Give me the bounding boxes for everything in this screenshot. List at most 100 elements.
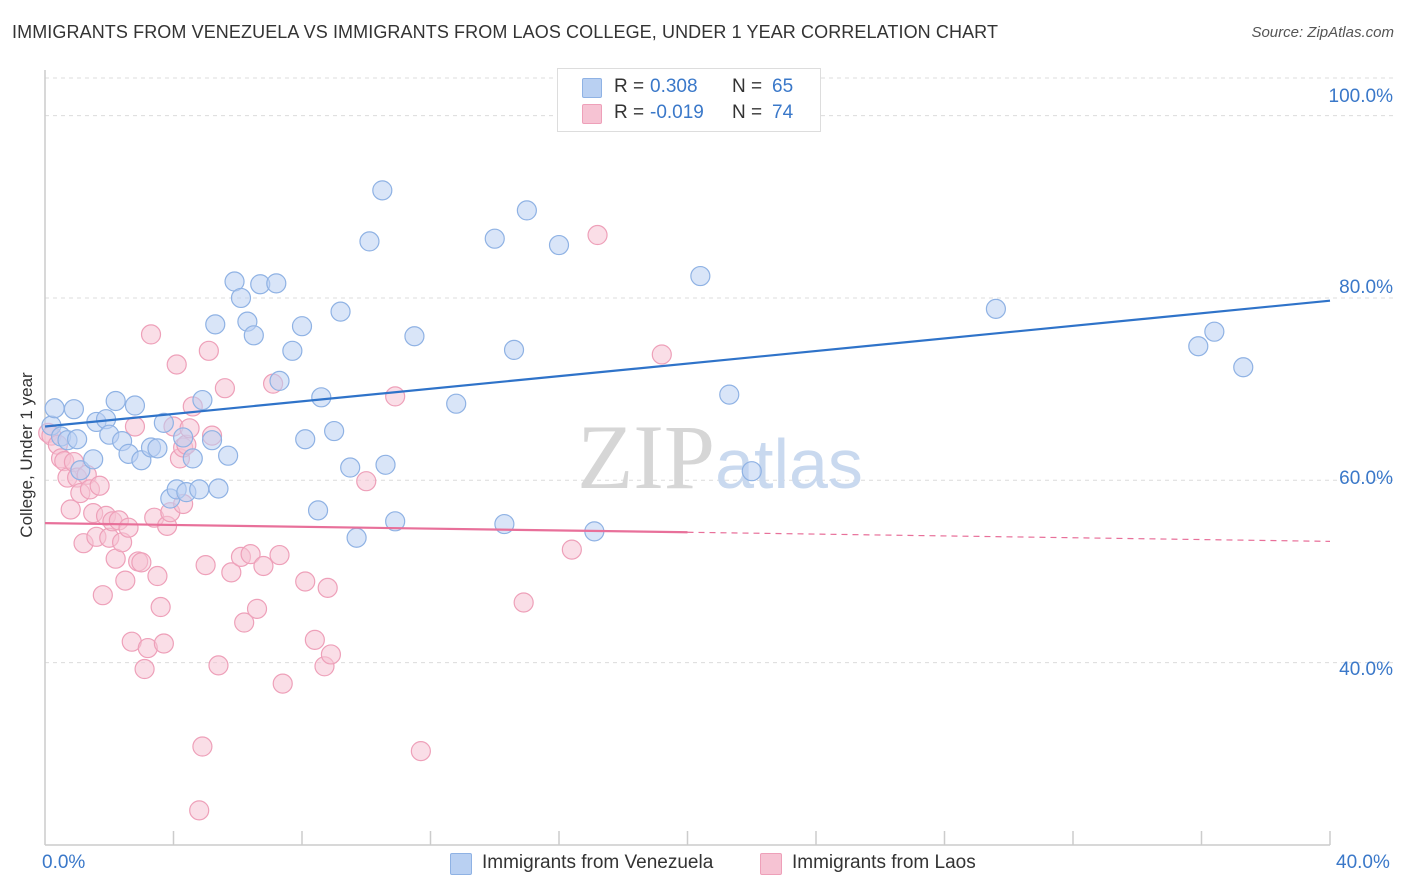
laos-point <box>60 499 81 520</box>
y-tick-label-40: 40.0% <box>1339 659 1393 680</box>
stats-box: R = 0.308 N = 65 R = -0.019 N = 74 <box>557 68 821 132</box>
laos-point <box>240 544 261 565</box>
x-tick-label-min: 0.0% <box>42 852 86 873</box>
legend-swatch-venezuela <box>450 853 472 875</box>
laos-point <box>214 378 235 399</box>
venezuela-point <box>105 390 126 412</box>
laos-point <box>198 340 219 361</box>
venezuela-point <box>311 387 332 408</box>
venezuela-point <box>173 427 194 448</box>
laos-point <box>269 544 290 566</box>
venezuela-point <box>385 511 406 532</box>
n-value: 74 <box>772 102 794 123</box>
venezuela-point <box>484 228 505 249</box>
venezuela-trend-line <box>44 299 1331 428</box>
venezuela-point <box>266 273 287 294</box>
venezuela-point <box>375 454 396 475</box>
y-tick-label-100: 100.0% <box>1328 86 1393 107</box>
venezuela-point <box>243 325 264 346</box>
venezuela-point <box>70 460 91 481</box>
y-axis-label: College, Under 1 year <box>17 372 36 538</box>
laos-point <box>651 344 672 365</box>
venezuela-point <box>719 384 740 405</box>
venezuela-point <box>147 438 168 459</box>
venezuela-point <box>291 316 313 337</box>
laos-point <box>192 736 213 757</box>
laos-trend-line <box>44 522 688 534</box>
venezuela-point <box>516 200 537 221</box>
laos-point <box>147 565 168 587</box>
venezuela-point <box>67 429 88 450</box>
venezuela-point <box>192 389 213 411</box>
laos-point <box>92 585 113 606</box>
venezuela-point <box>359 231 380 252</box>
venezuela-point <box>201 430 223 451</box>
watermark-atlas: atlas <box>715 425 863 503</box>
laos-point <box>140 324 162 345</box>
venezuela-point <box>346 527 367 548</box>
legend-label-venezuela: Immigrants from Venezuela <box>482 852 714 873</box>
laos-point <box>150 596 171 618</box>
venezuela-point <box>324 420 345 442</box>
venezuela-point <box>282 340 303 361</box>
laos-point <box>304 629 325 650</box>
venezuela-point <box>230 287 252 309</box>
laos-point <box>195 554 216 576</box>
y-tick-label-80: 80.0% <box>1339 277 1393 298</box>
laos-point <box>561 539 582 560</box>
venezuela-point <box>372 180 393 201</box>
venezuela-swatch <box>582 78 602 98</box>
legend-swatch-laos <box>760 853 782 875</box>
venezuela-point <box>985 298 1007 319</box>
axis-layer <box>44 70 1331 846</box>
laos-point <box>134 658 155 680</box>
trend-layer <box>44 299 1331 542</box>
venezuela-point <box>330 301 351 322</box>
laos-trend-line-extension <box>687 531 1331 542</box>
laos-point <box>89 475 110 496</box>
venezuela-point <box>269 370 290 392</box>
venezuela-point <box>503 339 525 361</box>
laos-point <box>513 592 534 613</box>
laos-point <box>410 740 431 762</box>
laos-point <box>153 633 174 654</box>
r-value: 0.308 <box>650 76 698 97</box>
venezuela-point <box>218 445 239 466</box>
laos-point <box>118 517 139 538</box>
venezuela-point <box>404 326 425 347</box>
laos-point <box>208 655 229 676</box>
n-value: 65 <box>772 76 794 97</box>
laos-point <box>221 562 242 583</box>
venezuela-point <box>189 479 210 500</box>
laos-point <box>253 555 274 577</box>
venezuela-point <box>1188 336 1209 357</box>
venezuela-point <box>205 314 226 335</box>
laos-point <box>131 552 152 573</box>
r-label: R = <box>614 102 645 123</box>
venezuela-point <box>1204 321 1225 342</box>
laos-point <box>166 354 187 375</box>
laos-point <box>587 224 608 246</box>
laos-point <box>385 386 406 407</box>
venezuela-point <box>690 265 711 287</box>
laos-points <box>38 224 672 821</box>
laos-point <box>317 577 338 598</box>
legend-label-laos: Immigrants from Laos <box>792 852 976 873</box>
y-tick-label-60: 60.0% <box>1339 468 1393 489</box>
laos-point <box>295 571 316 592</box>
venezuela-point <box>741 461 762 482</box>
laos-point <box>115 570 136 591</box>
source-credit: Source: ZipAtlas.com <box>1251 24 1394 41</box>
r-label: R = <box>614 76 645 97</box>
venezuela-point <box>182 448 203 469</box>
venezuela-point <box>63 399 85 420</box>
venezuela-point <box>1233 357 1254 378</box>
laos-swatch <box>582 104 602 124</box>
laos-point <box>272 673 293 694</box>
grid-layer <box>45 77 1393 664</box>
watermark-zip: ZIP <box>577 406 715 508</box>
venezuela-point <box>295 429 316 450</box>
venezuela-point <box>44 398 65 419</box>
n-label: N = <box>732 102 763 123</box>
